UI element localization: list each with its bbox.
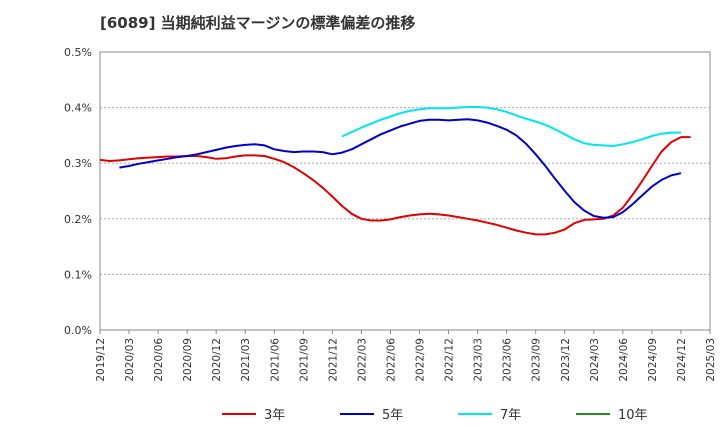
x-tick-label: 2024/12 [676,338,688,382]
series-line-7年 [341,106,681,147]
x-tick-label: 2021/06 [269,338,281,382]
x-tick-label: 2021/12 [327,338,339,382]
x-tick-label: 2020/12 [211,338,223,382]
x-tick-label: 2020/06 [153,338,165,382]
grid-layer [99,51,711,331]
x-tick-label: 2019/12 [95,338,107,382]
axis-layer: 0.0% 0.1% 0.2% 0.3% 0.4% 0.5% 2019/12 2020/03 20… [64,46,717,382]
x-tick-label: 2021/09 [298,338,310,382]
chart-title: [6089] 当期純利益マージンの標準偏差の推移 [100,14,416,32]
x-tick-label: 2023/06 [502,338,514,382]
x-tick-label: 2022/03 [356,338,368,382]
x-tick-label: 2022/12 [444,338,456,382]
y-tick-label: 0.3% [64,157,92,170]
x-tick-label: 2024/03 [589,338,601,382]
x-tick-label: 2023/12 [560,338,572,382]
y-tick-label: 0.4% [64,102,92,115]
legend-layer: 3年 5年 7年 10年 [222,408,648,423]
y-tick-label: 0.1% [64,268,92,281]
plot-frame [99,51,711,331]
x-tick-label: 2021/03 [240,338,252,382]
x-tick-label: 2022/06 [385,338,397,382]
legend-label: 3年 [264,408,285,423]
x-tick-label: 2020/03 [124,338,136,382]
legend-label: 10年 [618,408,648,423]
x-tick-label: 2024/06 [618,338,630,382]
y-tick-label: 0.5% [64,46,92,59]
legend-label: 7年 [500,408,521,423]
x-tick-label: 2023/09 [531,338,543,382]
x-tick-label: 2020/09 [182,338,194,382]
y-tick-label: 0.0% [64,324,92,337]
x-tick-label: 2023/03 [473,338,485,382]
x-tick-label: 2022/09 [415,338,427,382]
x-tick-label: 2024/09 [647,338,659,382]
x-tick-label: 2025/03 [705,338,717,382]
legend-label: 5年 [382,408,403,423]
series-layer [99,106,691,236]
y-tick-label: 0.2% [64,213,92,226]
series-line-3年 [99,136,691,236]
series-line-5年 [119,118,682,219]
